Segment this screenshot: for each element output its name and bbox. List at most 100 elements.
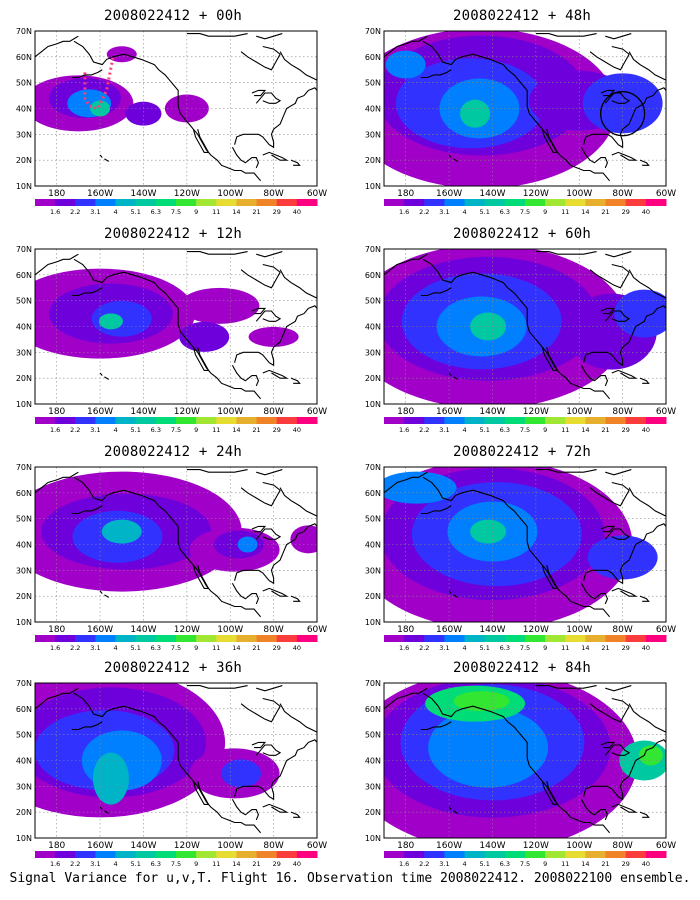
lat-tick-label: 60N xyxy=(16,53,32,62)
coast-segment xyxy=(600,89,616,97)
colorbar-label: 7.5 xyxy=(171,644,181,652)
colorbar-swatch xyxy=(115,199,137,206)
colorbar-swatch xyxy=(176,199,197,206)
colorbar-swatch xyxy=(404,199,425,206)
colorbar-label: 29 xyxy=(273,644,281,652)
lat-tick-label: 20N xyxy=(16,592,32,601)
variance-contour xyxy=(290,525,317,554)
colorbar-label: 11 xyxy=(561,426,569,434)
lat-tick-label: 70N xyxy=(365,245,381,254)
coast-segment xyxy=(192,347,210,371)
coast-segment xyxy=(628,487,666,517)
lon-tick-label: 100W xyxy=(217,407,243,417)
lon-tick-label: 80W xyxy=(263,189,283,199)
colorbar-swatch xyxy=(196,199,217,206)
coast-segment xyxy=(35,35,79,58)
colorbar-swatch xyxy=(605,635,627,642)
map-plot: 10N 20N 30N 40N 50N 60N 70N 180 160W 140W 120W 100W… xyxy=(365,27,676,216)
map-plot: 10N 20N 30N 40N 50N 60N 70N 180 160W 140W 120W 100W… xyxy=(16,245,327,434)
lat-tick-label: 60N xyxy=(16,705,32,714)
variance-contour xyxy=(460,99,491,128)
colorbar-swatch xyxy=(484,417,506,424)
lon-tick-label: 180 xyxy=(397,407,414,417)
lon-tick-label: 100W xyxy=(566,407,592,417)
colorbar-swatch xyxy=(176,417,197,424)
plot-frame xyxy=(34,248,318,405)
coast-segment xyxy=(448,372,452,376)
coast-segment xyxy=(71,721,103,731)
lon-tick-label: 80W xyxy=(612,625,632,635)
lat-tick-label: 10N xyxy=(365,618,381,627)
lon-tick-label: 160W xyxy=(87,189,113,199)
coast-segment xyxy=(628,703,666,733)
colorbar-label: 7.5 xyxy=(171,426,181,434)
variance-contour xyxy=(470,519,507,544)
figure-caption: Signal Variance for u,v,T. Flight 16. Ob… xyxy=(9,871,691,886)
lon-tick-label: 60W xyxy=(656,189,676,199)
colorbar-label: 14 xyxy=(232,426,240,434)
colorbar-swatch xyxy=(484,199,506,206)
coast-segment xyxy=(420,721,452,731)
coast-segment xyxy=(251,741,267,749)
lon-tick-label: 120W xyxy=(523,625,549,635)
variance-contour xyxy=(92,752,129,805)
map-plot: 10N 20N 30N 40N 50N 60N 70N 180 160W 140W 120W 100W… xyxy=(16,463,327,652)
colorbar-label: 9 xyxy=(543,208,547,216)
lon-tick-label: 60W xyxy=(307,189,327,199)
coast-segment xyxy=(35,471,79,494)
colorbar-label: 9 xyxy=(194,208,198,216)
coast-segment xyxy=(453,594,459,598)
lat-tick-label: 60N xyxy=(365,705,381,714)
colorbar: 1.6 2.2 3.1 4 5.1 6.3 7.5 9 11 14 21 29 40 xyxy=(384,417,667,434)
lat-tick-label: 50N xyxy=(16,731,32,740)
panel-title: 2008022412 + 12h xyxy=(103,226,243,242)
colorbar-label: 1.6 xyxy=(50,860,60,868)
colorbar-swatch xyxy=(75,199,96,206)
coast-segment xyxy=(73,40,262,182)
lon-tick-label: 60W xyxy=(656,841,676,851)
plot-frame xyxy=(383,30,667,187)
lat-tick-label: 50N xyxy=(365,297,381,306)
colorbar-label: 11 xyxy=(212,208,220,216)
colorbar-label: 6.3 xyxy=(500,426,510,434)
colorbar-swatch xyxy=(504,199,526,206)
coast-segment xyxy=(99,590,103,594)
colorbar-label: 5.1 xyxy=(480,860,490,868)
colorbar-label: 11 xyxy=(561,644,569,652)
lon-tick-label: 180 xyxy=(48,841,65,851)
coast-segment xyxy=(448,154,452,158)
colorbar-swatch xyxy=(135,199,157,206)
lon-tick-label: 120W xyxy=(523,841,549,851)
lat-tick-label: 70N xyxy=(16,245,32,254)
coast-segment xyxy=(290,595,301,602)
colorbar-label: 11 xyxy=(561,860,569,868)
coast-segment xyxy=(583,87,666,149)
colorbar-swatch xyxy=(216,851,237,858)
colorbar-swatch xyxy=(404,851,425,858)
coast-segment xyxy=(186,33,248,37)
coast-segment xyxy=(255,528,282,540)
colorbar-swatch xyxy=(176,635,197,642)
lon-tick-label: 80W xyxy=(263,841,283,851)
colorbar-swatch xyxy=(605,199,627,206)
coast-segment xyxy=(583,305,666,367)
colorbar-swatch xyxy=(296,199,318,206)
lon-tick-label: 180 xyxy=(397,189,414,199)
colorbar-swatch xyxy=(276,199,298,206)
lat-tick-label: 40N xyxy=(16,323,32,332)
lat-tick-label: 20N xyxy=(365,808,381,817)
coast-segment xyxy=(192,565,210,589)
variance-contour xyxy=(385,50,426,79)
colorbar-label: 40 xyxy=(642,208,650,216)
coast-segment xyxy=(422,476,611,618)
lon-tick-label: 80W xyxy=(263,625,283,635)
colorbar-swatch xyxy=(35,635,56,642)
colorbar-label: 7.5 xyxy=(520,860,530,868)
lat-tick-label: 30N xyxy=(365,348,381,357)
coast-segment xyxy=(104,158,110,162)
lat-tick-label: 20N xyxy=(16,156,32,165)
coast-segment xyxy=(580,582,609,605)
colorbar-swatch xyxy=(625,851,647,858)
coast-segment xyxy=(234,523,317,585)
colorbar-swatch xyxy=(236,199,258,206)
